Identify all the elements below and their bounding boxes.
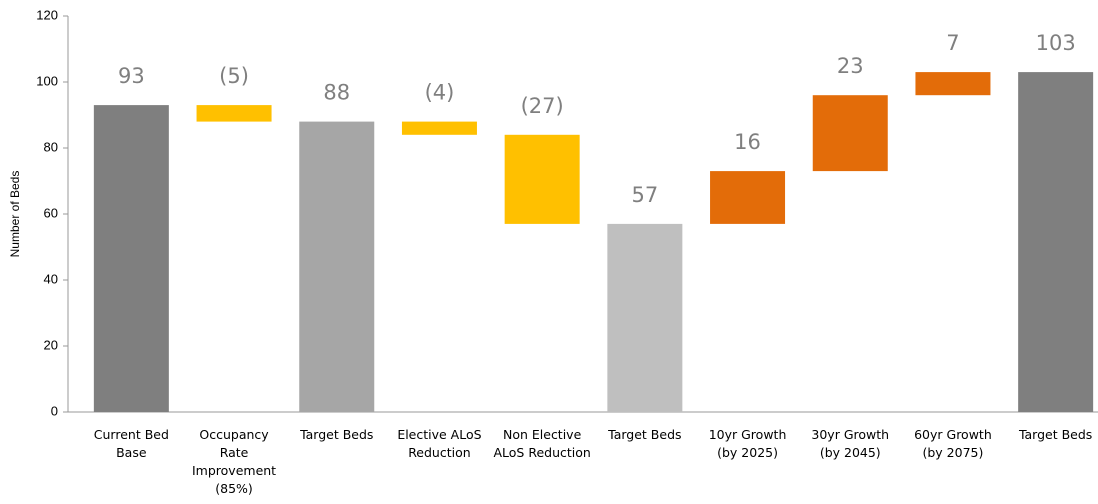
bar xyxy=(915,72,991,96)
y-tick-label: 0 xyxy=(51,403,58,418)
bar xyxy=(93,105,169,412)
y-tick-label: 40 xyxy=(44,271,58,286)
x-tick-label: 10yr Growth (by 2025) xyxy=(708,427,787,460)
bar xyxy=(710,171,786,224)
data-label: 57 xyxy=(631,183,658,207)
x-tick-label: Current Bed Base xyxy=(93,427,169,460)
bar xyxy=(1018,72,1094,412)
data-label: (5) xyxy=(219,64,249,88)
x-tick-label: 30yr Growth (by 2045) xyxy=(811,427,890,460)
x-tick-label: Target Beds xyxy=(608,427,682,442)
y-tick-label: 100 xyxy=(36,73,58,88)
data-label: 7 xyxy=(946,31,959,55)
data-label: (27) xyxy=(521,94,564,118)
y-tick-label: 120 xyxy=(36,7,58,22)
bar xyxy=(401,121,477,135)
y-tick-label: 60 xyxy=(44,205,58,220)
y-axis-label: Number of Beds xyxy=(8,171,22,258)
y-tick-label: 80 xyxy=(44,139,58,154)
data-label: 23 xyxy=(837,54,864,78)
bar xyxy=(196,105,272,122)
x-tick-label: Target Beds xyxy=(300,427,374,442)
x-tick-label: 60yr Growth (by 2075) xyxy=(914,427,992,460)
bar xyxy=(504,134,580,224)
data-label: 16 xyxy=(734,130,761,154)
bar xyxy=(607,223,683,412)
x-tick-label: Occupancy Rate Improvement (85%) xyxy=(192,427,277,496)
x-tick-label: Elective ALoS Reduction xyxy=(397,427,482,460)
data-label: 103 xyxy=(1036,31,1076,55)
y-tick-label: 20 xyxy=(44,337,58,352)
bar xyxy=(299,121,375,412)
bar xyxy=(812,95,888,172)
data-label: 88 xyxy=(323,81,350,105)
x-tick-label: Non Elective ALoS Reduction xyxy=(493,427,591,460)
data-label: (4) xyxy=(425,81,455,105)
x-tick-label: Target Beds xyxy=(1018,427,1093,442)
data-label: 93 xyxy=(118,64,145,88)
